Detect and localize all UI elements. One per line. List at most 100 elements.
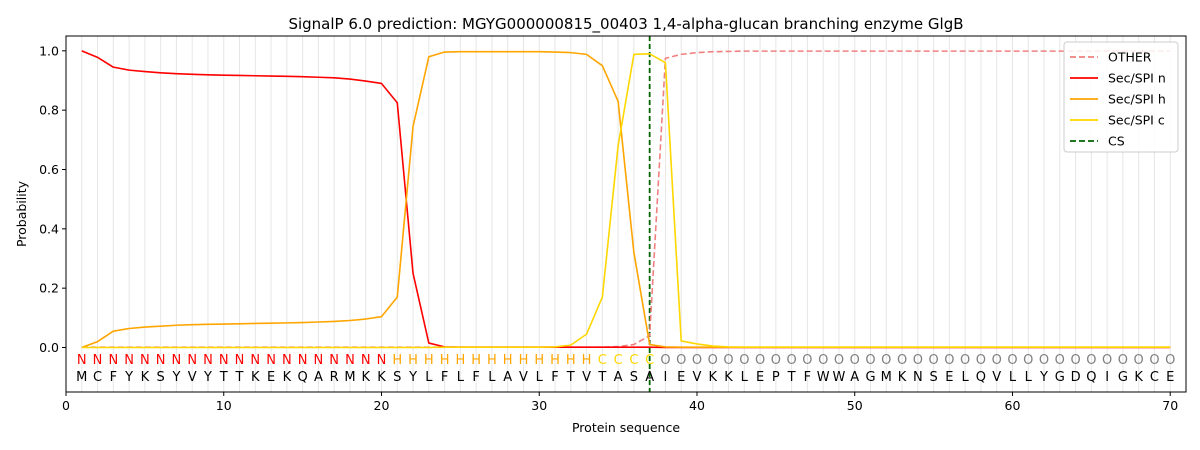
sequence-letter: Y — [124, 370, 133, 385]
sequence-letter: S — [630, 370, 638, 385]
annotation-letter: H — [566, 353, 576, 368]
annotation-letter: N — [314, 353, 324, 368]
annotation-letter: N — [124, 353, 134, 368]
sequence-letter: Y — [408, 370, 417, 385]
sequence-letter: V — [582, 370, 591, 385]
annotation-letter: O — [708, 353, 718, 368]
sequence-letter: P — [772, 370, 780, 385]
sequence-letter: G — [1118, 370, 1128, 385]
sequence-letter: A — [645, 370, 654, 385]
x-tick-label: 30 — [531, 398, 547, 413]
sequence-letter: G — [865, 370, 875, 385]
annotation-letter: C — [598, 353, 607, 368]
sequence-letter: Y — [171, 370, 180, 385]
sequence-letter: K — [361, 370, 370, 385]
annotation-letter: N — [235, 353, 245, 368]
x-tick-label: 50 — [847, 398, 863, 413]
annotation-letter: N — [187, 353, 197, 368]
sequence-letter: T — [235, 370, 244, 385]
annotation-letter: O — [802, 353, 812, 368]
sequence-letter: K — [724, 370, 733, 385]
sequence-letter: L — [536, 370, 544, 385]
sequence-letter: L — [457, 370, 465, 385]
sequence-letter: L — [1009, 370, 1017, 385]
annotation-letter: N — [345, 353, 355, 368]
y-axis-label: Probability — [14, 180, 29, 247]
annotation-letter: O — [739, 353, 749, 368]
annotation-letter: N — [156, 353, 166, 368]
y-tick-label: 0.0 — [39, 340, 59, 355]
sequence-letter: T — [787, 370, 796, 385]
annotation-letter: H — [519, 353, 529, 368]
sequence-letter: T — [219, 370, 228, 385]
annotation-letter: O — [723, 353, 733, 368]
y-tick-label: 0.6 — [39, 162, 59, 177]
annotation-letter: O — [818, 353, 828, 368]
annotation-letter: H — [534, 353, 544, 368]
sequence-letter: F — [110, 370, 117, 385]
legend-label: Sec/SPI c — [1108, 113, 1165, 128]
sequence-letter: L — [1025, 370, 1033, 385]
sequence-letter: E — [267, 370, 275, 385]
sequence-letter: E — [756, 370, 764, 385]
sequence-letter: E — [677, 370, 685, 385]
sequence-letter: F — [804, 370, 811, 385]
annotation-letter: O — [960, 353, 970, 368]
legend-label: Sec/SPI h — [1108, 92, 1166, 107]
legend-box — [1063, 41, 1179, 153]
annotation-letter: N — [329, 353, 339, 368]
legend-label: OTHER — [1108, 50, 1152, 65]
annotation-letter: H — [424, 353, 434, 368]
sequence-letter: W — [833, 370, 846, 385]
sequence-letter: K — [141, 370, 150, 385]
sequence-letter: E — [1166, 370, 1174, 385]
sequence-letter: M — [76, 370, 87, 385]
annotation-letter: N — [77, 353, 87, 368]
legend-label: Sec/SPI n — [1108, 71, 1166, 86]
annotation-letter: H — [471, 353, 481, 368]
sequence-letter: W — [817, 370, 830, 385]
sequence-letter: S — [929, 370, 937, 385]
series-line-sec-spi-n — [81, 50, 1171, 349]
annotation-letter: O — [755, 353, 765, 368]
annotation-letter: N — [219, 353, 229, 368]
sequence-letter: G — [1055, 370, 1065, 385]
annotation-letter: N — [172, 353, 182, 368]
annotation-letter: C — [614, 353, 623, 368]
sequence-letter: K — [708, 370, 717, 385]
annotation-letter: N — [377, 353, 387, 368]
annotation-letter: O — [913, 353, 923, 368]
vertical-grid — [81, 36, 1171, 392]
sequence-letter: A — [614, 370, 623, 385]
annotation-letter: O — [660, 353, 670, 368]
sequence-letter: M — [881, 370, 892, 385]
annotation-letter: O — [692, 353, 702, 368]
x-axis-label: Protein sequence — [572, 420, 680, 435]
annotation-letter: O — [944, 353, 954, 368]
sequence-letter: D — [1071, 370, 1081, 385]
annotation-letter: H — [455, 353, 465, 368]
sequence-letter: M — [344, 370, 355, 385]
annotation-letter: O — [897, 353, 907, 368]
sequence-letter: Y — [1039, 370, 1048, 385]
sequence-letter: L — [962, 370, 970, 385]
annotation-letter: H — [408, 353, 418, 368]
annotation-letter: O — [676, 353, 686, 368]
annotation-letter: N — [93, 353, 103, 368]
sequence-letter: I — [1105, 370, 1109, 385]
annotation-letter: O — [1134, 353, 1144, 368]
y-tick-label: 0.4 — [39, 221, 59, 236]
sequence-letter: S — [393, 370, 401, 385]
sequence-letter: R — [330, 370, 339, 385]
sequence-letter: E — [945, 370, 953, 385]
sequence-letter: A — [503, 370, 512, 385]
sequence-letter: F — [441, 370, 448, 385]
annotation-letter: O — [850, 353, 860, 368]
sequence-letter: K — [283, 370, 292, 385]
sequence-letter: Q — [298, 370, 308, 385]
annotation-letter: O — [771, 353, 781, 368]
annotation-letter: O — [1055, 353, 1065, 368]
annotation-letter: H — [550, 353, 560, 368]
annotation-letter: O — [976, 353, 986, 368]
